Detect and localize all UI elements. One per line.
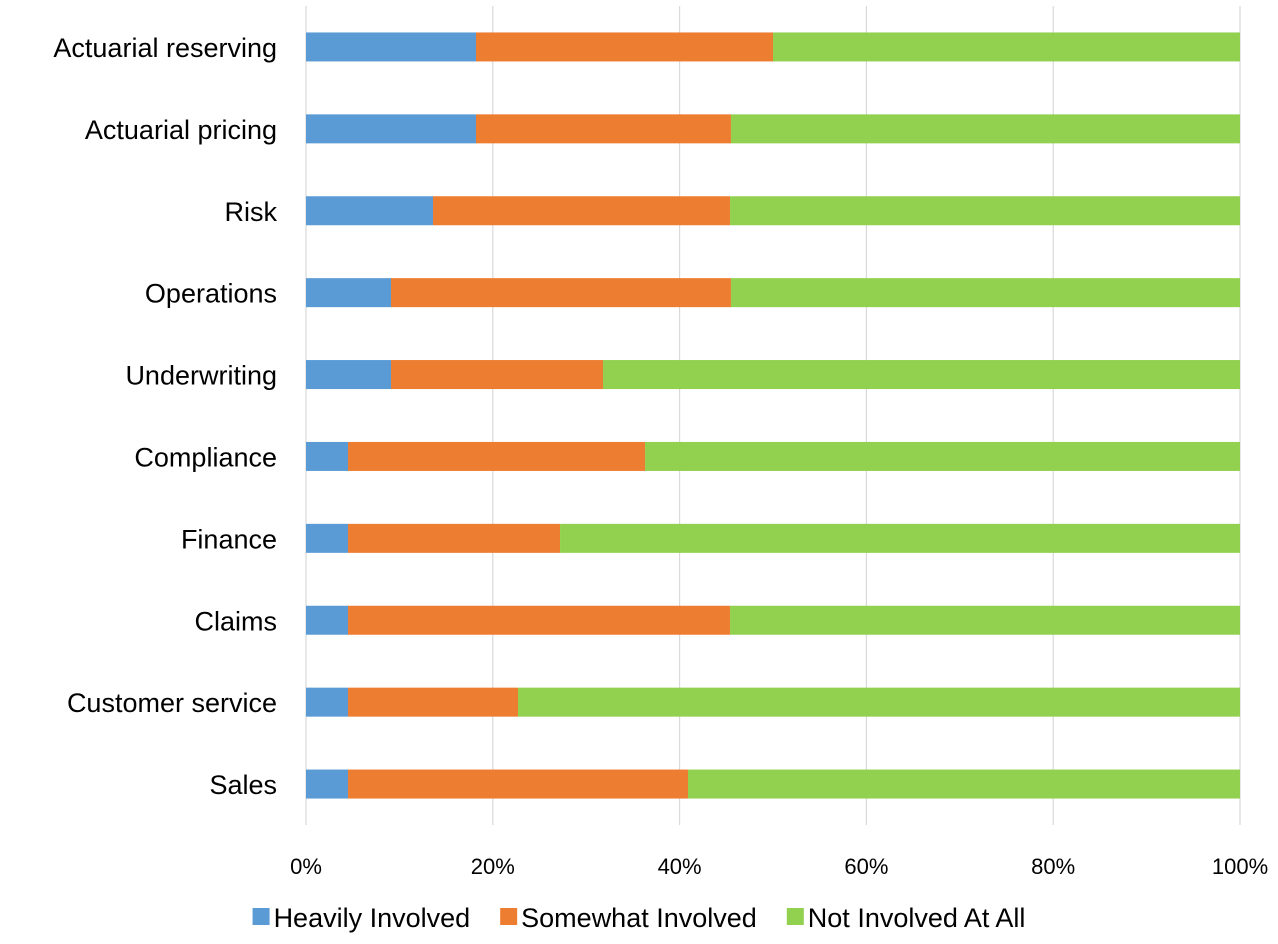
bar-segment: [645, 441, 1240, 471]
bar-segment: [306, 769, 349, 799]
bar-segment: [306, 278, 391, 308]
bar-segment: [390, 360, 604, 390]
category-label: Finance: [181, 524, 277, 554]
x-tick-label: 20%: [471, 854, 515, 879]
bar-segment: [773, 32, 1240, 62]
bar-segment: [306, 523, 349, 553]
bar-segment: [348, 769, 689, 799]
legend-swatch: [500, 908, 518, 925]
x-tick-label: 100%: [1212, 854, 1268, 879]
legend-label: Heavily Involved: [274, 903, 471, 933]
bar-segment: [730, 278, 1240, 308]
category-label: Actuarial pricing: [85, 115, 277, 145]
bar-segment: [306, 687, 349, 717]
bar-segment: [688, 769, 1240, 799]
bar-segment: [475, 114, 731, 144]
legend-swatch: [786, 908, 804, 925]
category-label: Sales: [209, 770, 277, 800]
legend-swatch: [252, 908, 270, 925]
bar-segment: [306, 114, 476, 144]
category-label: Claims: [194, 606, 277, 636]
category-label: Customer service: [67, 688, 277, 718]
bar-segment: [306, 605, 349, 635]
bar-segment: [348, 687, 519, 717]
category-labels: Actuarial reserving Actuarial pricing Risk…: [53, 33, 277, 800]
x-tick-label: 80%: [1031, 854, 1075, 879]
category-label: Risk: [225, 197, 278, 227]
legend-label: Not Involved At All: [808, 903, 1026, 933]
bar-segment: [306, 32, 476, 62]
x-tick-label: 40%: [658, 854, 702, 879]
bar-segment: [603, 360, 1240, 390]
bar-segment: [390, 278, 731, 308]
bar-segment: [730, 114, 1240, 144]
bar-segment: [306, 196, 434, 226]
category-label: Underwriting: [125, 361, 277, 391]
x-tick-labels: 0% 20% 40% 60% 80% 100%: [290, 854, 1268, 879]
bar-segment: [306, 360, 391, 390]
bar-segment: [730, 605, 1240, 635]
bar-segment: [348, 523, 561, 553]
bar-segment: [475, 32, 773, 62]
category-label: Compliance: [134, 442, 277, 472]
legend-label: Somewhat Involved: [521, 903, 757, 933]
bar-segment: [306, 441, 349, 471]
category-label: Operations: [145, 279, 277, 309]
bar-segment: [560, 523, 1240, 553]
bar-segment: [348, 441, 646, 471]
bar-segment: [348, 605, 731, 635]
category-label: Actuarial reserving: [53, 33, 277, 63]
x-tick-label: 0%: [290, 854, 322, 879]
legend: Heavily Involved Somewhat Involved Not Inv…: [252, 903, 1026, 933]
x-tick-label: 60%: [844, 854, 888, 879]
bar-segment: [433, 196, 731, 226]
bar-segment: [730, 196, 1240, 226]
bars: [306, 32, 1240, 799]
bar-segment: [518, 687, 1240, 717]
